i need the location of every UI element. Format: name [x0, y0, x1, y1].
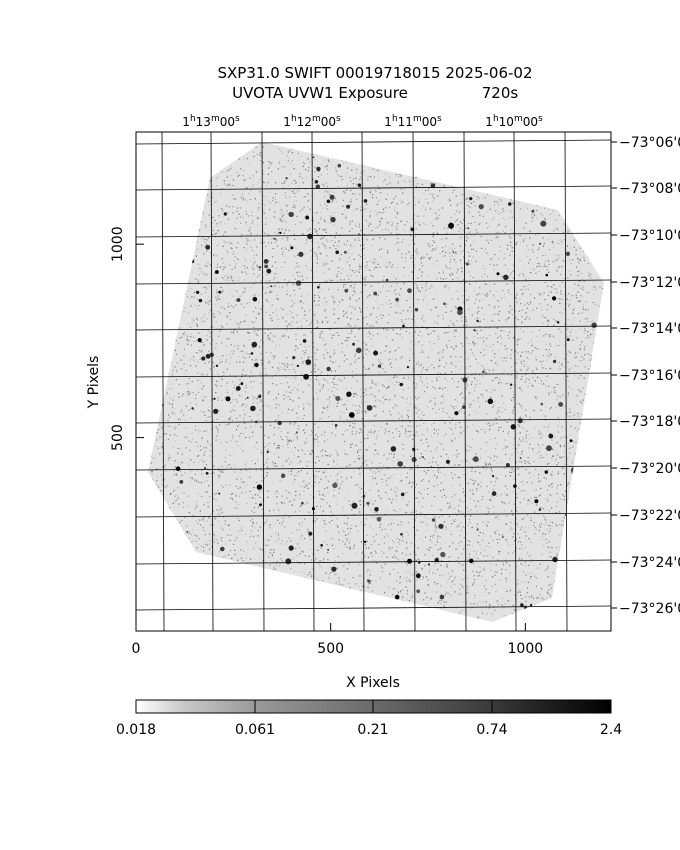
- plot-frame: [135, 131, 612, 632]
- y-tick-label: 500: [110, 424, 126, 451]
- x-axis-label: X Pixels: [346, 675, 400, 691]
- ra-tick-label: 1h12m00s: [283, 114, 341, 129]
- x-tick-label: 500: [317, 641, 344, 657]
- ra-tick-label: 1h11m00s: [384, 114, 442, 129]
- ra-tick-label: 1h10m00s: [485, 114, 543, 129]
- plot-title-exposure: 720s: [482, 84, 519, 102]
- dec-tick-label: −73°14'0: [619, 321, 680, 337]
- x-tick-label: 0: [132, 641, 141, 657]
- plot-title-instrument: UVOTA UVW1 Exposure: [232, 84, 408, 102]
- pixel-axes: 0 500 1000 500 1000: [110, 226, 543, 657]
- x-tick-label: 1000: [508, 641, 544, 657]
- colorbar-ticks: 0.018 0.061 0.21 0.74 2.4: [116, 700, 622, 738]
- colorbar-tick-label: 2.4: [600, 722, 622, 738]
- image-footprint: [148, 142, 604, 622]
- ra-tick-label: 1h13m00s: [182, 114, 240, 129]
- dec-tick-label: −73°22'0: [619, 508, 680, 524]
- dec-tick-label: −73°18'0: [619, 414, 680, 430]
- dec-tick-label: −73°12'0: [619, 275, 680, 291]
- dec-tick-label: −73°16'0: [619, 368, 680, 384]
- dec-labels: −73°06'0 −73°08'0 −73°10'0 −73°12'0 −73°14'0…: [611, 135, 680, 617]
- colorbar: 0.018 0.061 0.21 0.74 2.4: [116, 699, 622, 738]
- plot-title-line1: SXP31.0 SWIFT 00019718015 2025-06-02: [218, 64, 533, 82]
- dec-tick-label: −73°08'0: [619, 181, 680, 197]
- y-axis-label: Y Pixels: [86, 356, 102, 410]
- dec-tick-label: −73°10'0: [619, 228, 680, 244]
- dec-tick-label: −73°20'0: [619, 461, 680, 477]
- colorbar-tick-label: 0.061: [235, 722, 275, 738]
- dec-tick-label: −73°24'0: [619, 555, 680, 571]
- dec-tick-label: −73°06'0: [619, 135, 680, 151]
- uvw1-exposure-image: [148, 142, 604, 622]
- colorbar-tick-label: 0.018: [116, 722, 156, 738]
- ra-labels: 1h13m00s 1h12m00s 1h11m00s 1h10m00s: [182, 114, 543, 129]
- coordinate-grid: [135, 131, 612, 632]
- y-tick-label: 1000: [110, 226, 126, 262]
- colorbar-tick-label: 0.74: [476, 722, 507, 738]
- colorbar-tick-label: 0.21: [357, 722, 388, 738]
- dec-tick-label: −73°26'0: [619, 601, 680, 617]
